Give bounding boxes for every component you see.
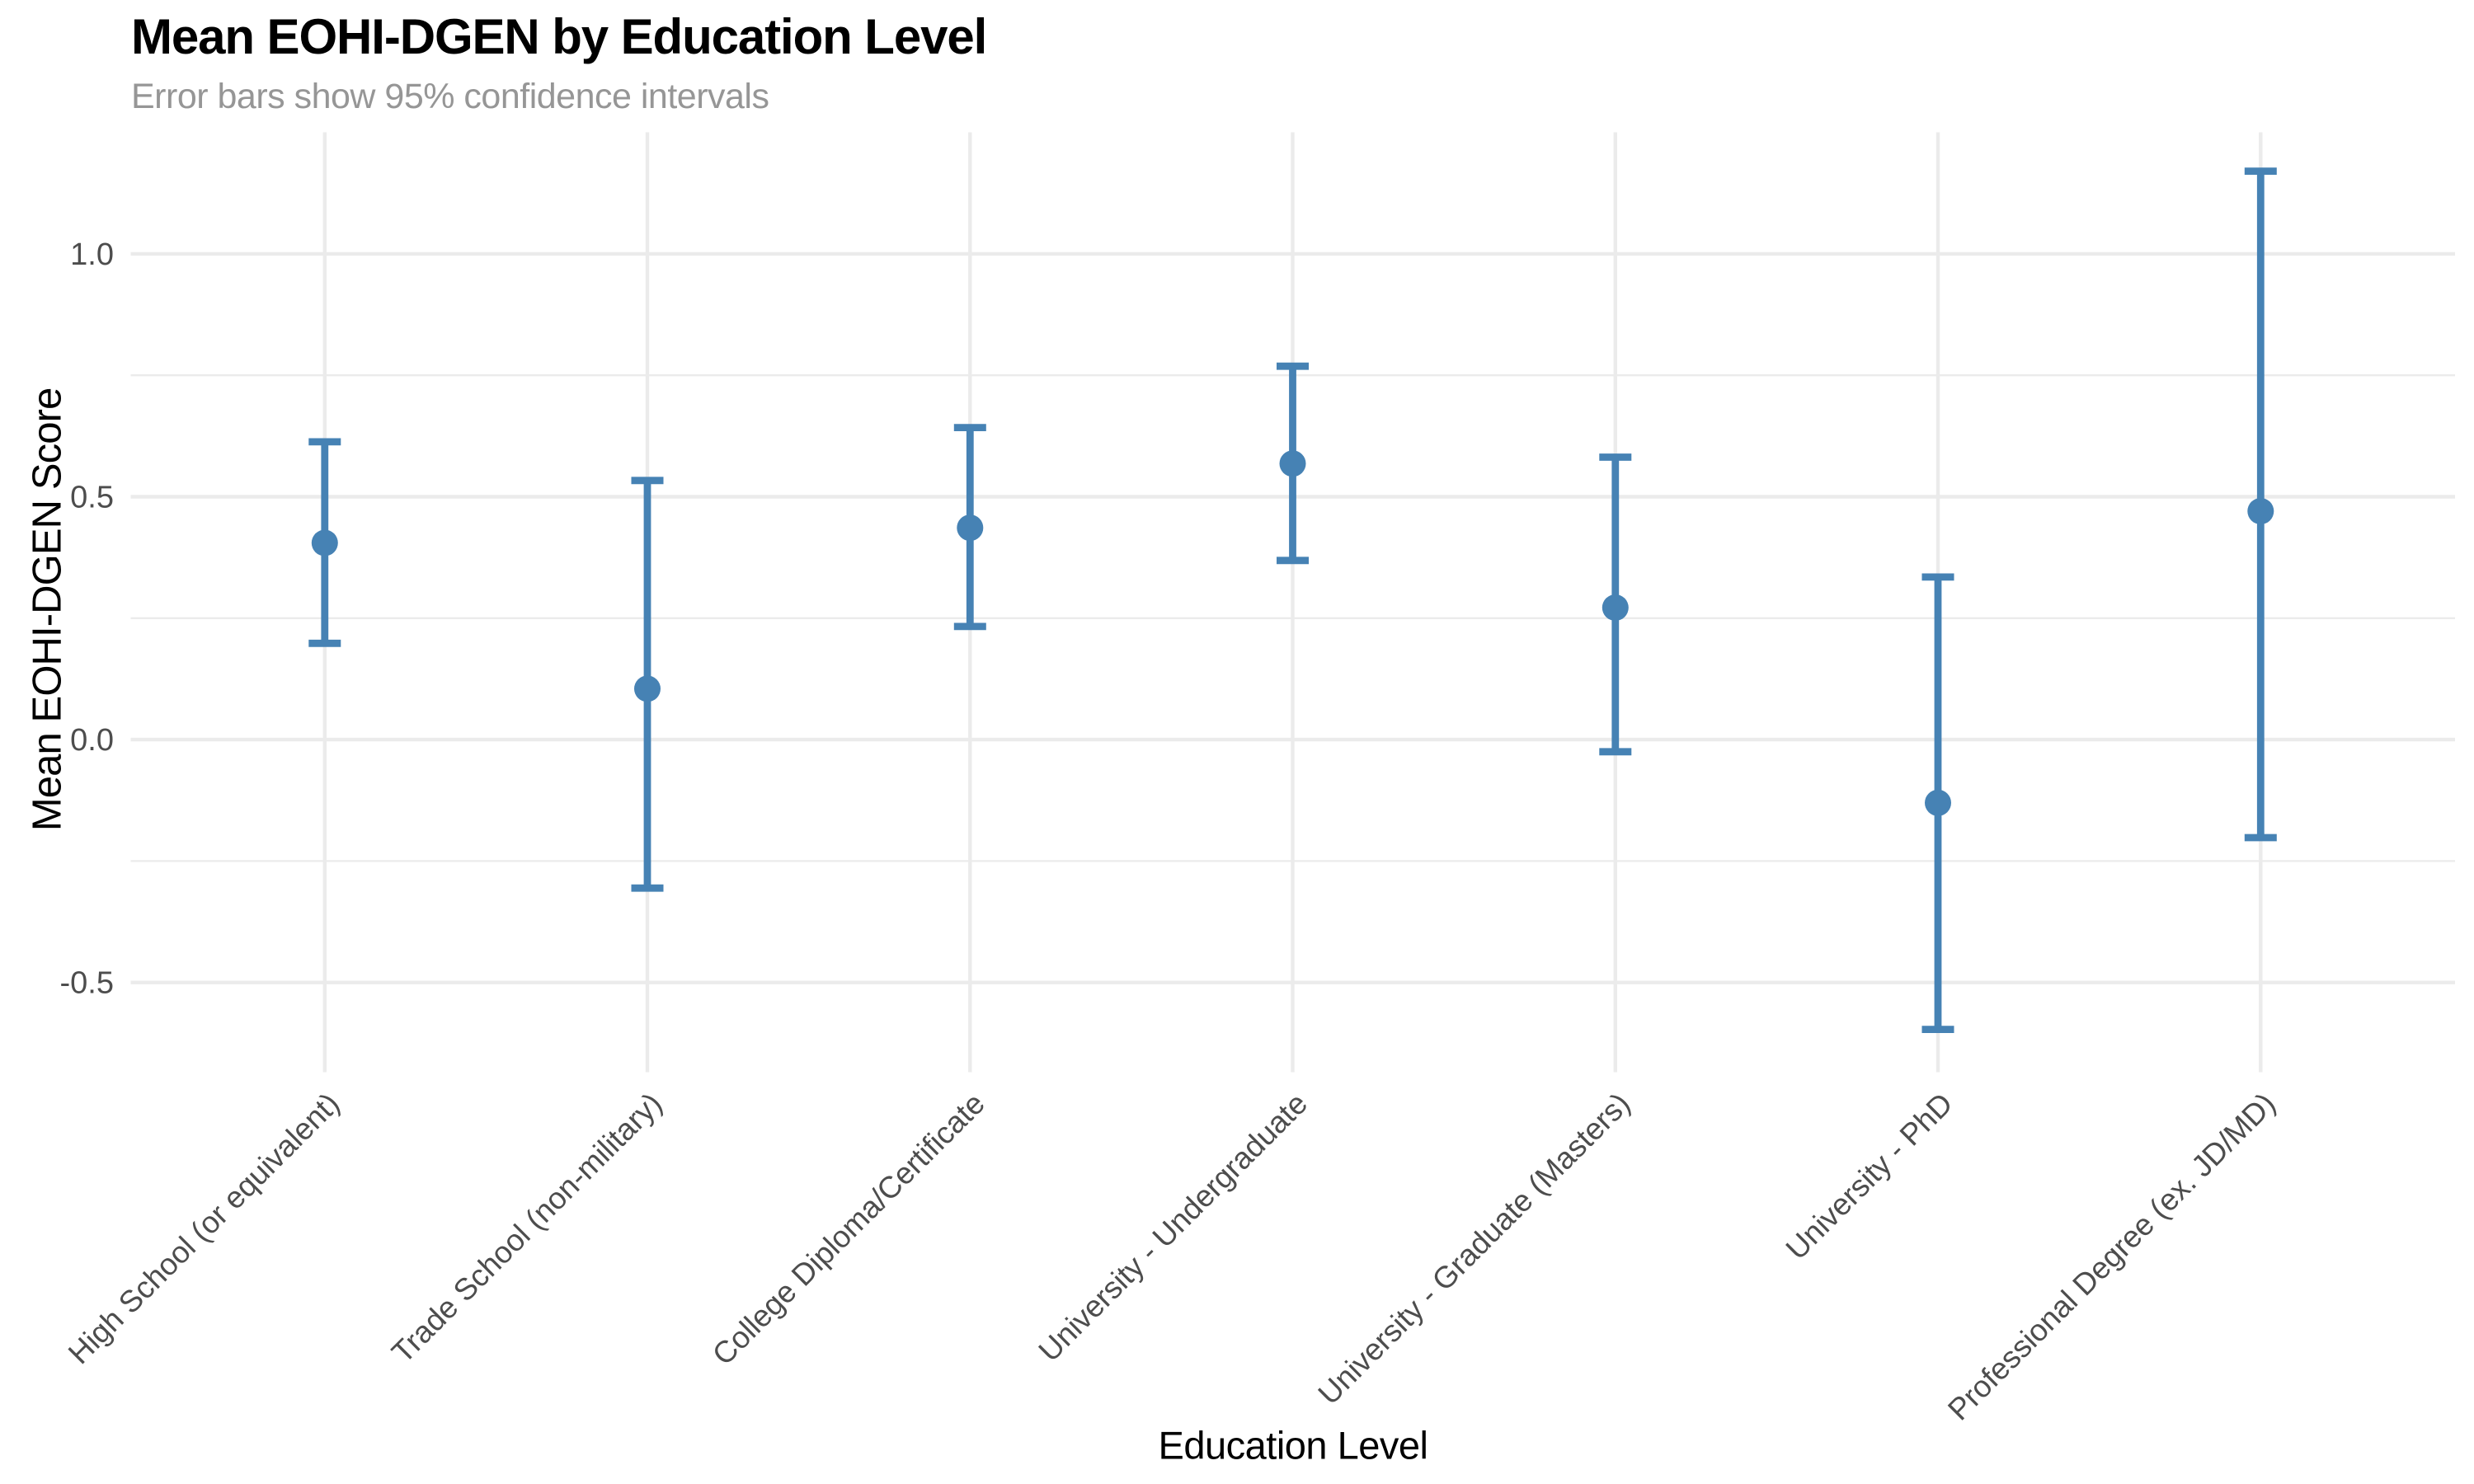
svg-text:0.5: 0.5 xyxy=(70,481,114,515)
svg-text:Mean EOHI-DGEN by Education Le: Mean EOHI-DGEN by Education Level xyxy=(131,9,986,64)
svg-text:Mean EOHI-DGEN Score: Mean EOHI-DGEN Score xyxy=(26,388,70,832)
svg-text:1.0: 1.0 xyxy=(70,237,114,272)
svg-text:-0.5: -0.5 xyxy=(60,966,114,1001)
svg-text:Education Level: Education Level xyxy=(1159,1424,1428,1468)
svg-text:0.0: 0.0 xyxy=(70,723,114,758)
svg-text:Error bars show 95% confidence: Error bars show 95% confidence intervals xyxy=(131,77,769,116)
